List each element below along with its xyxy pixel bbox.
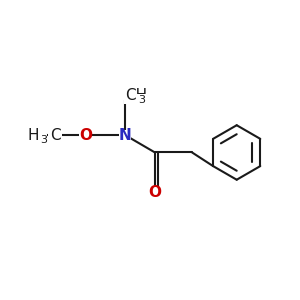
Text: O: O (148, 184, 161, 200)
FancyBboxPatch shape (119, 130, 131, 140)
Text: H: H (27, 128, 38, 142)
FancyBboxPatch shape (123, 91, 140, 100)
Text: O: O (79, 128, 92, 142)
Text: C: C (50, 128, 60, 142)
Text: 3: 3 (40, 135, 47, 145)
Text: CH: CH (125, 88, 147, 103)
Text: 3: 3 (138, 95, 145, 105)
FancyBboxPatch shape (80, 130, 92, 140)
Text: N: N (119, 128, 132, 142)
FancyBboxPatch shape (149, 187, 161, 197)
FancyBboxPatch shape (26, 130, 46, 140)
